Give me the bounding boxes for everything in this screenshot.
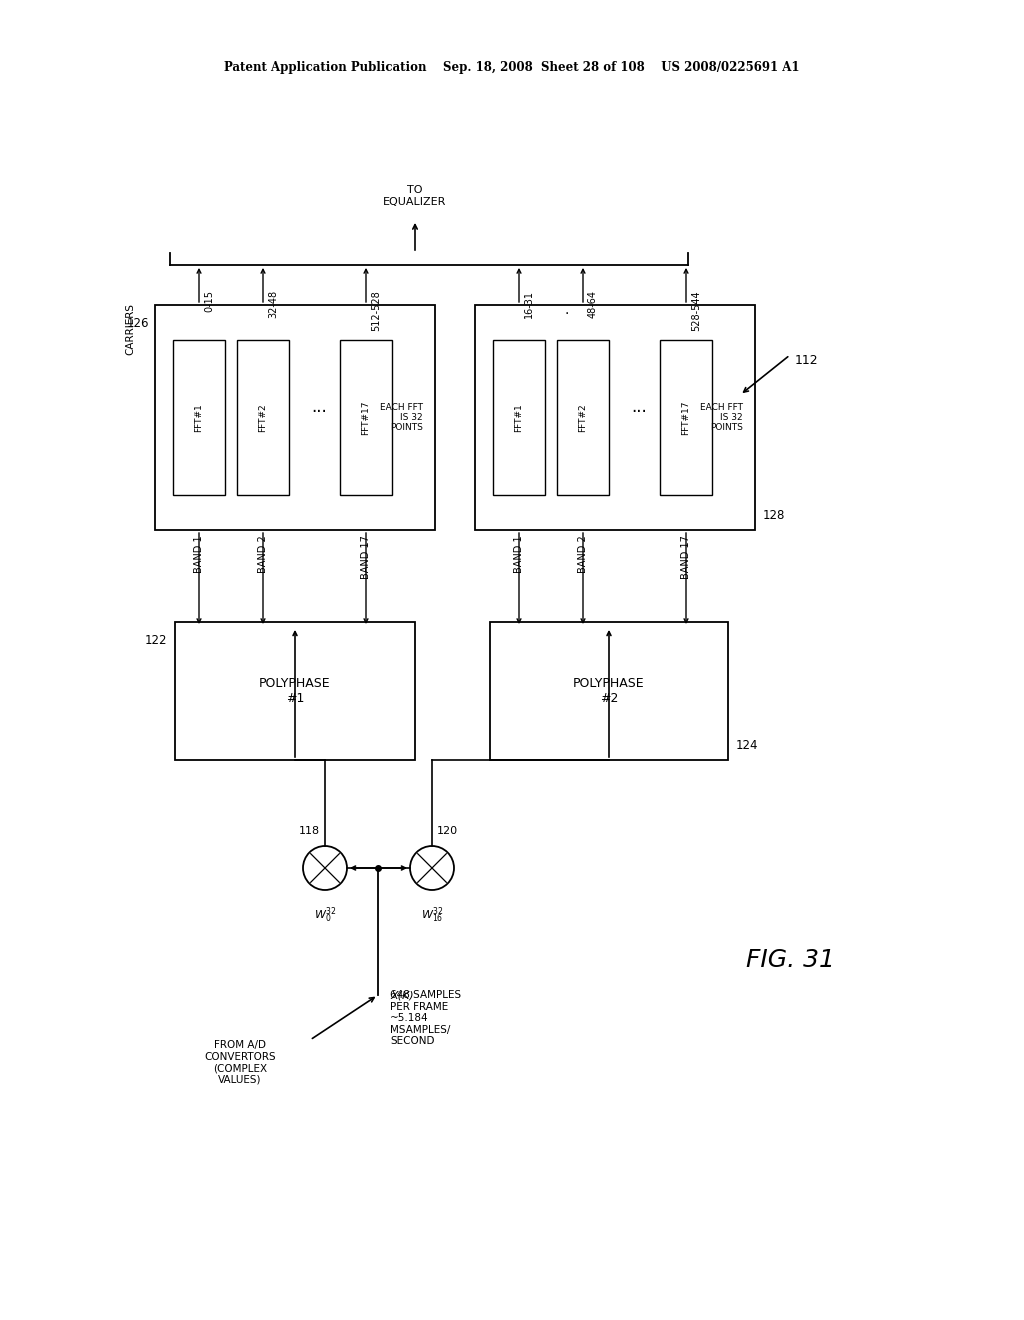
Text: BAND 2: BAND 2	[258, 535, 268, 573]
Text: ...: ...	[311, 399, 327, 417]
Text: BAND 17: BAND 17	[361, 535, 371, 579]
Text: FFT#2: FFT#2	[258, 403, 267, 432]
Text: 48-64: 48-64	[588, 290, 598, 318]
Text: Patent Application Publication    Sep. 18, 2008  Sheet 28 of 108    US 2008/0225: Patent Application Publication Sep. 18, …	[224, 62, 800, 74]
Text: $W_{16}^{32}$: $W_{16}^{32}$	[421, 906, 443, 925]
Text: .: .	[565, 304, 569, 317]
Text: BAND 1: BAND 1	[194, 535, 204, 573]
Text: FFT#17: FFT#17	[361, 400, 371, 434]
Text: FIG. 31: FIG. 31	[745, 948, 835, 972]
Bar	[175, 622, 415, 760]
Bar	[557, 341, 609, 495]
Text: 528-544: 528-544	[691, 290, 701, 330]
Text: POLYPHASE
#1: POLYPHASE #1	[259, 677, 331, 705]
Bar	[490, 622, 728, 760]
Text: BAND 1: BAND 1	[514, 535, 524, 573]
Text: 124: 124	[736, 739, 759, 752]
Text: 120: 120	[437, 826, 458, 836]
Text: 16-31: 16-31	[524, 290, 534, 318]
Text: BAND 2: BAND 2	[578, 535, 588, 573]
Text: 122: 122	[144, 634, 167, 647]
Bar	[493, 341, 545, 495]
Text: TO
EQUALIZER: TO EQUALIZER	[383, 185, 446, 207]
Bar	[340, 341, 392, 495]
Bar	[155, 305, 435, 531]
Text: 32-48: 32-48	[268, 290, 278, 318]
Text: 112: 112	[795, 354, 818, 367]
Text: X(K): X(K)	[390, 990, 414, 1001]
Text: 648 SAMPLES
PER FRAME
~5.184
MSAMPLES/
SECOND: 648 SAMPLES PER FRAME ~5.184 MSAMPLES/ S…	[390, 990, 461, 1047]
Text: 0-15: 0-15	[204, 290, 214, 312]
Text: FFT#1: FFT#1	[195, 403, 204, 432]
Text: 128: 128	[763, 510, 785, 521]
Text: POLYPHASE
#2: POLYPHASE #2	[573, 677, 645, 705]
Bar	[660, 341, 712, 495]
Bar	[237, 341, 289, 495]
Text: 126: 126	[127, 317, 150, 330]
Text: FROM A/D
CONVERTORS
(COMPLEX
VALUES): FROM A/D CONVERTORS (COMPLEX VALUES)	[204, 1040, 275, 1085]
Text: FFT#17: FFT#17	[682, 400, 690, 434]
Text: 118: 118	[299, 826, 319, 836]
Text: EACH FFT
IS 32
POINTS: EACH FFT IS 32 POINTS	[380, 403, 423, 433]
Text: FFT#1: FFT#1	[514, 403, 523, 432]
Bar	[475, 305, 755, 531]
Text: FFT#2: FFT#2	[579, 403, 588, 432]
Text: 512-528: 512-528	[371, 290, 381, 331]
Text: $W_0^{32}$: $W_0^{32}$	[313, 906, 337, 925]
Text: ...: ...	[631, 399, 647, 417]
Bar	[173, 341, 225, 495]
Text: BAND 17: BAND 17	[681, 535, 691, 579]
Text: CARRIERS: CARRIERS	[125, 304, 135, 355]
Text: EACH FFT
IS 32
POINTS: EACH FFT IS 32 POINTS	[700, 403, 743, 433]
